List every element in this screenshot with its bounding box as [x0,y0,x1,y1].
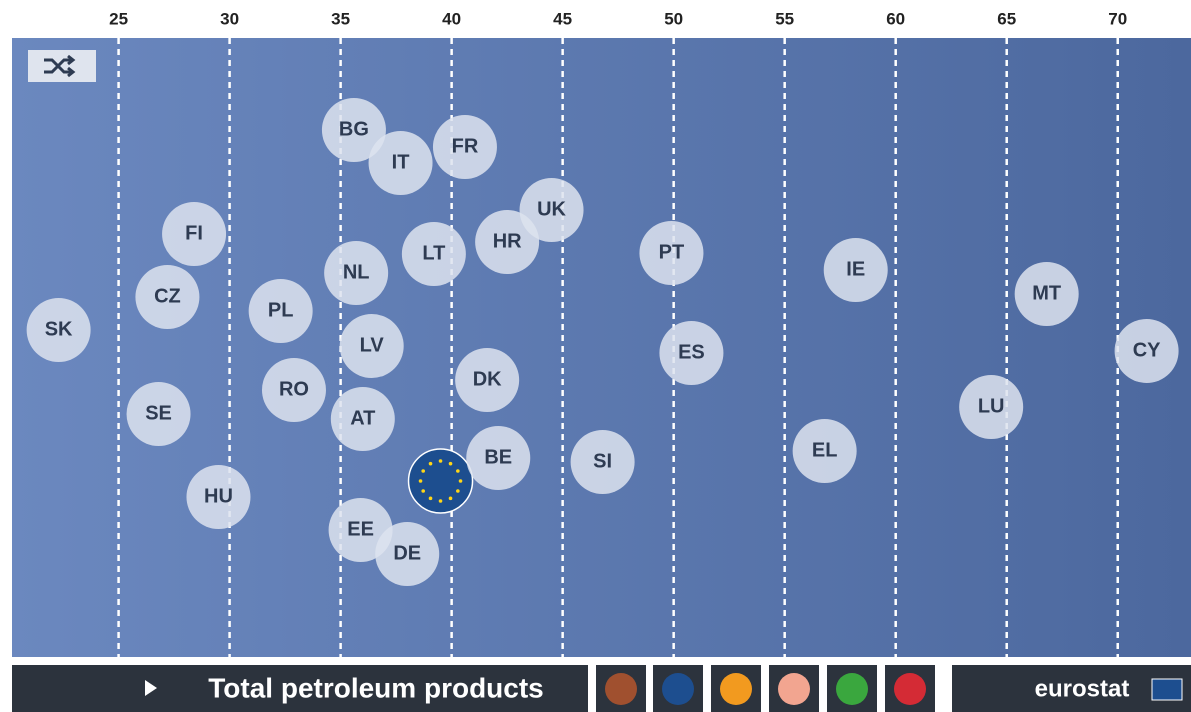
bubble-label: LT [422,242,445,264]
bubble-label: IE [846,258,865,280]
bubble-label: LU [978,395,1005,417]
bubble[interactable] [519,178,584,242]
bubble[interactable] [475,210,540,274]
bubble[interactable] [959,375,1024,439]
bubble[interactable] [368,131,433,195]
bubble[interactable] [324,241,389,305]
bubble[interactable] [375,522,440,586]
bubble-label: MT [1032,282,1061,304]
eu-star [456,489,460,493]
bubble-label: IT [392,151,410,173]
bubble-label: CY [1133,339,1161,361]
bubble[interactable] [1114,319,1179,383]
bubble[interactable] [126,382,191,446]
footer-title[interactable]: Total petroleum products [208,672,544,703]
bubble-label: FI [185,222,203,244]
eu-star [458,479,463,483]
bubble-label: BG [339,118,369,140]
bubble-label: SE [145,402,172,424]
x-tick-label: 30 [220,9,239,28]
bubble[interactable] [162,202,227,266]
x-tick-label: 45 [553,9,572,28]
eu-star [421,469,426,473]
plot-area [12,38,1191,657]
bubble[interactable] [401,222,466,286]
play-icon[interactable] [145,680,157,696]
logo-bar [952,665,1191,712]
shuffle-button[interactable] [28,50,96,82]
x-tick-label: 50 [664,9,683,28]
bubble-label: UK [537,198,566,220]
bubble-label: DE [393,542,421,564]
bubble[interactable] [135,265,200,329]
bubble-label: NL [343,261,370,283]
eu-star [428,461,433,466]
bubble-label: HU [204,485,233,507]
eu-star [418,479,423,483]
bubble[interactable] [26,298,91,362]
bubble-label: PT [659,241,685,263]
bubble[interactable] [321,98,386,162]
source-logo: eurostat [1035,675,1130,702]
bubble-label: ES [678,341,705,363]
bubble-label: PL [268,299,294,321]
bubble-label: EE [347,518,374,540]
bubble[interactable] [659,321,724,385]
bubble[interactable] [1014,262,1079,326]
bubble[interactable] [432,115,497,179]
x-tick-label: 70 [1108,9,1127,28]
bubble[interactable] [466,426,531,490]
bubble[interactable] [186,465,251,529]
bubble-label: CZ [154,285,181,307]
energy-icons[interactable] [596,665,935,712]
bubble-label: EL [812,439,838,461]
bubble[interactable] [455,348,520,412]
eu-star [438,499,443,503]
bubble[interactable] [339,314,404,378]
bubble[interactable] [330,387,395,451]
eu-flag-icon [1151,678,1183,701]
footer-bar [12,665,588,712]
eu-star [456,469,460,473]
bubble[interactable] [823,238,888,302]
x-tick-label: 55 [775,9,794,28]
eu-star [438,459,443,463]
bubble[interactable] [570,430,635,494]
eu-bubble [407,448,474,514]
bubble-label: AT [350,407,375,429]
bubble-label: DK [473,368,502,390]
bubble-label: FR [452,135,479,157]
eu-star [448,461,453,466]
x-tick-label: 40 [442,9,461,28]
bubble-label: BE [484,446,512,468]
bubble-label: HR [493,230,522,252]
bubble[interactable] [248,279,313,343]
bubble[interactable] [792,419,857,483]
bubble[interactable] [639,221,704,285]
eu-star [421,489,426,493]
bubble-label: SK [45,318,73,340]
x-tick-label: 60 [886,9,905,28]
x-tick-label: 25 [109,9,128,28]
bubble-label: LV [360,334,385,356]
x-tick-label: 65 [997,9,1016,28]
x-tick-label: 35 [331,9,350,28]
bubble-label: SI [593,450,612,472]
bubble[interactable] [261,358,326,422]
bubble-label: RO [279,378,309,400]
eu-star [428,496,433,501]
eu-star [448,496,453,501]
